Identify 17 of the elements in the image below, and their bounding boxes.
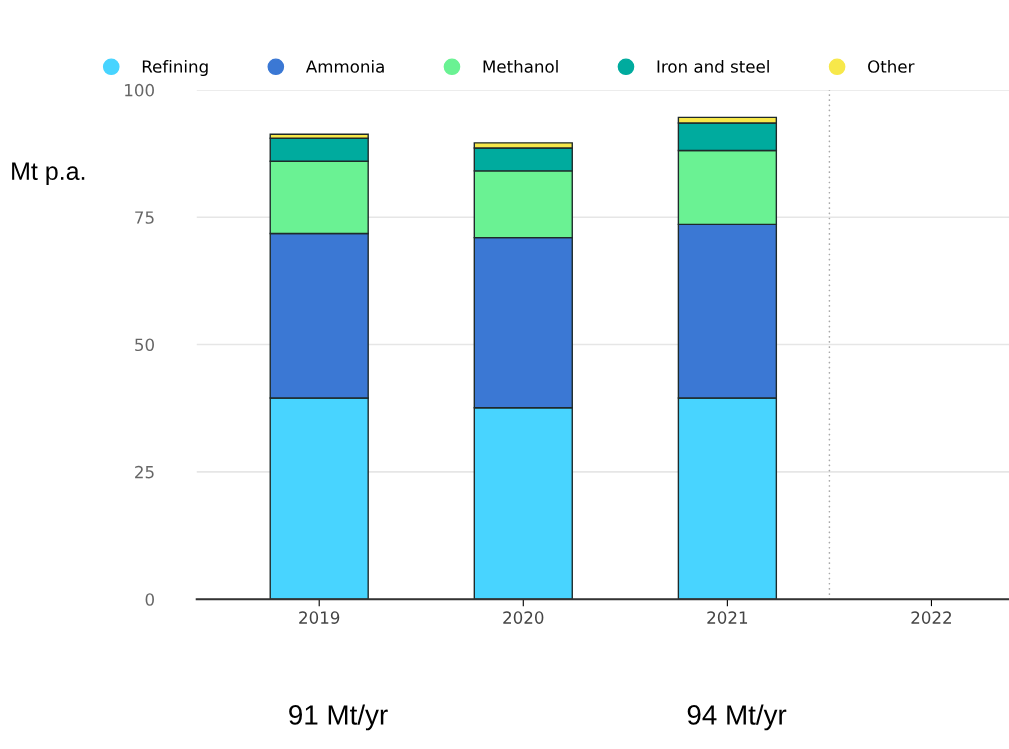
text: 94 Mt/yr [687, 704, 787, 731]
legend-label: Ammonia [305, 59, 384, 73]
legend-label: Other [868, 59, 915, 73]
y-tick-label: 0 [145, 593, 154, 606]
legend-label: Iron and steel [657, 59, 769, 73]
x-tick-label: 2019 [299, 611, 340, 624]
legend-label: Methanol [483, 59, 558, 73]
y-tick-label: 25 [135, 465, 154, 479]
y-tick-label: 50 [135, 338, 154, 352]
legend-label: Refining [142, 59, 208, 77]
y-tick-label: 75 [135, 211, 154, 224]
y-tick-label: 100 [125, 83, 154, 97]
x-tick-label: 2021 [707, 611, 748, 624]
x-tick-label: 2020 [503, 611, 544, 624]
text: 91 Mt/yr [289, 704, 388, 731]
x-tick-label: 2022 [911, 611, 951, 624]
y-axis-title: Mt p.a. [12, 162, 85, 185]
